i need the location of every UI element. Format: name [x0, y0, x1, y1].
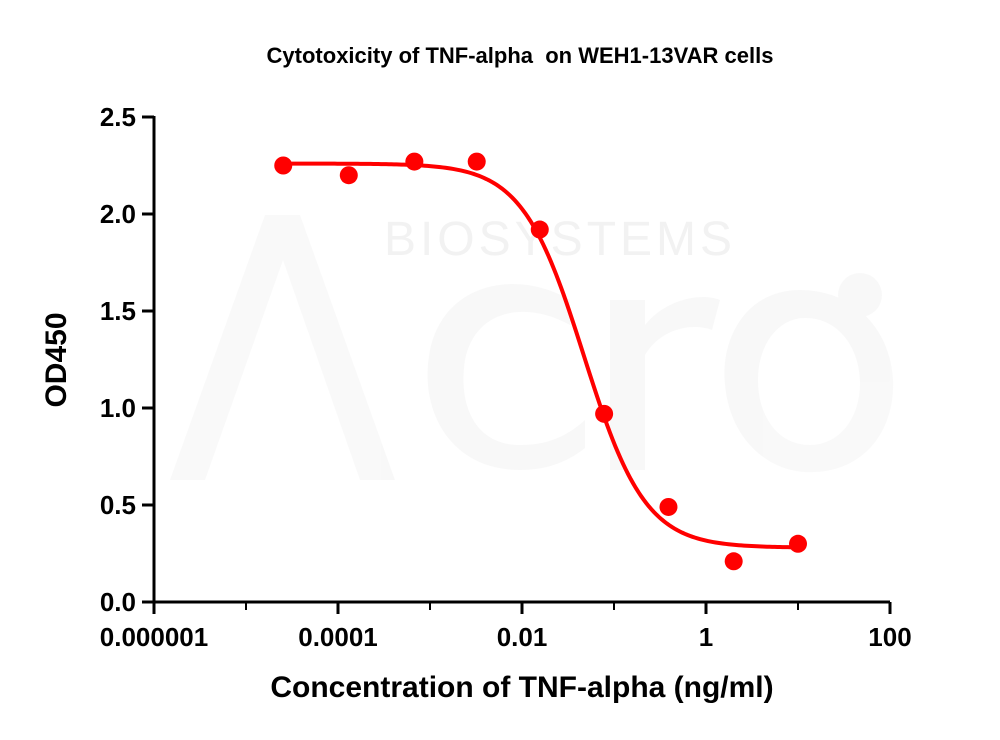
x-tick-label: 1 [699, 622, 713, 652]
data-point [274, 156, 293, 175]
y-axis-ticks: 0.0 0.5 1.0 1.5 2.0 2.5 [100, 102, 154, 617]
y-tick-label: 1.0 [100, 393, 136, 423]
watermark-logo [170, 215, 894, 480]
x-tick-label: 0.000001 [100, 622, 208, 652]
data-point [789, 534, 807, 553]
data-point [467, 152, 486, 171]
data-point [339, 166, 358, 185]
data-point [595, 404, 614, 423]
y-tick-label: 0.5 [100, 490, 136, 520]
data-point [530, 220, 549, 239]
watermark-text: BIOSYSTEMS [384, 213, 736, 266]
data-point [405, 152, 424, 171]
y-tick-label: 0.0 [100, 587, 136, 617]
x-axis-label: Concentration of TNF-alpha (ng/ml) [270, 671, 773, 704]
fit-curve [283, 161, 799, 550]
x-axis-ticks: 0.000001 0.0001 0.01 1 100 [100, 602, 912, 652]
y-tick-label: 2.5 [100, 102, 136, 132]
y-tick-label: 2.0 [100, 199, 136, 229]
chart-title: Cytotoxicity of TNF-alpha on WEH1-13VAR … [267, 43, 774, 68]
y-axis-label: OD450 [40, 312, 73, 407]
x-tick-label: 0.01 [497, 622, 548, 652]
data-points [274, 152, 807, 571]
data-point [659, 497, 678, 516]
data-point [724, 552, 743, 571]
x-tick-label: 100 [868, 622, 911, 652]
x-tick-label: 0.0001 [298, 622, 378, 652]
y-tick-label: 1.5 [100, 296, 136, 326]
